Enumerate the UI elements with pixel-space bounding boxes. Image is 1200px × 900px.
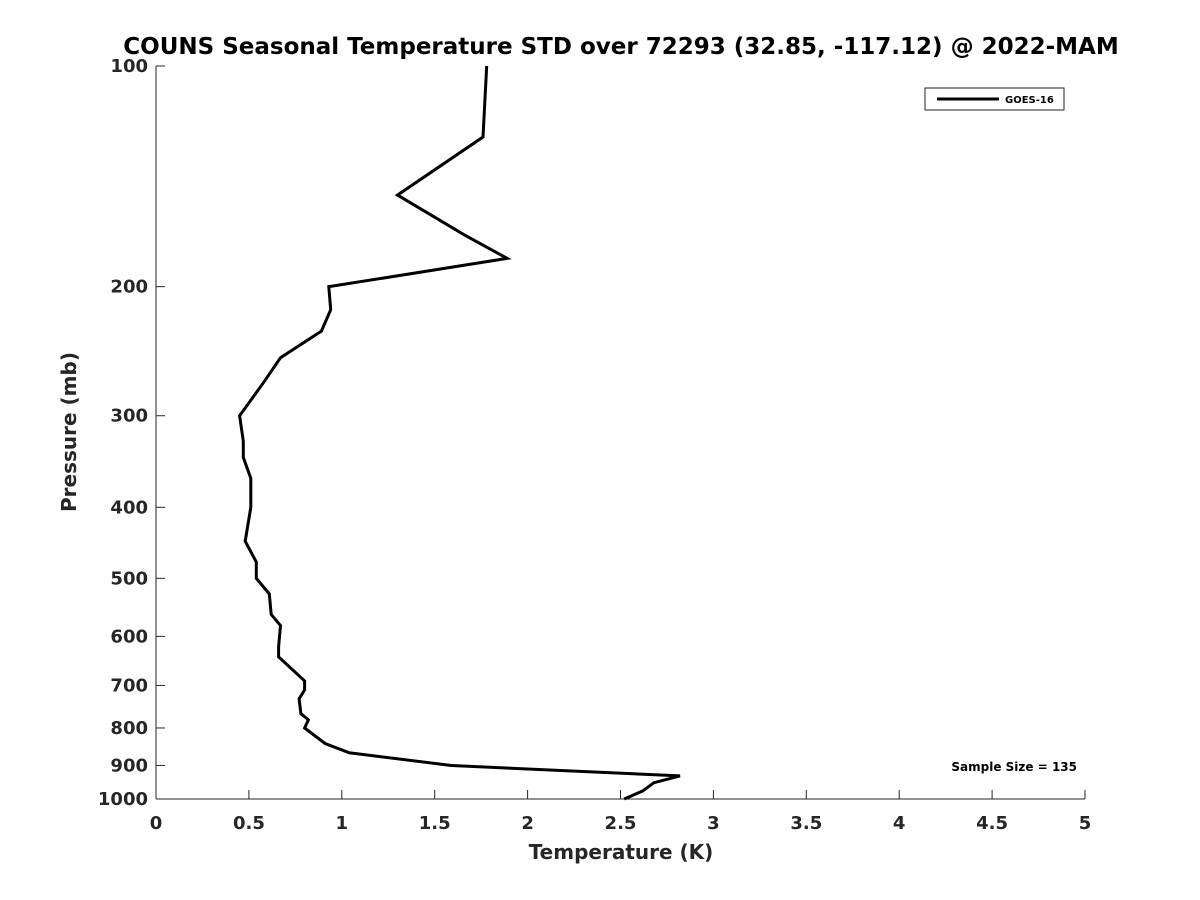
y-tick-label: 900 — [110, 755, 148, 776]
x-tick-label: 0.5 — [233, 813, 265, 834]
x-tick-label: 1.5 — [419, 813, 451, 834]
plot-axes — [155, 66, 1085, 800]
x-tick-label: 1 — [336, 813, 349, 834]
y-tick-label: 200 — [110, 277, 148, 298]
x-tick-label: 3.5 — [790, 813, 822, 834]
x-tick-label: 4 — [893, 813, 906, 834]
y-tick-label: 1000 — [98, 789, 148, 810]
x-tick-label: 0 — [150, 813, 163, 834]
series-line-goes-16 — [238, 65, 681, 801]
y-axis-label: Pressure (mb) — [57, 352, 81, 512]
y-axis-ticks: 100 200 300 400 500 600 700 800 900 1000 — [98, 56, 165, 810]
x-tick-label: 5 — [1079, 813, 1092, 834]
y-tick-label: 800 — [110, 718, 148, 739]
x-tick-label: 4.5 — [976, 813, 1008, 834]
sample-size-annotation: Sample Size = 135 — [951, 760, 1077, 774]
x-axis-ticks: 0 0.5 1 1.5 2 2.5 3 3.5 4 4.5 5 — [150, 790, 1092, 834]
y-tick-label: 100 — [110, 56, 148, 77]
legend-label: GOES-16 — [1005, 95, 1054, 106]
y-tick-label: 700 — [110, 675, 148, 696]
x-tick-label: 3 — [707, 813, 720, 834]
y-tick-label: 300 — [110, 406, 148, 427]
x-axis-label: Temperature (K) — [529, 840, 714, 864]
y-tick-label: 500 — [110, 568, 148, 589]
y-tick-label: 600 — [110, 626, 148, 647]
legend: GOES-16 — [924, 87, 1065, 111]
x-tick-label: 2.5 — [605, 813, 637, 834]
series-layer — [238, 65, 681, 801]
chart-title: COUNS Seasonal Temperature STD over 7229… — [123, 34, 1118, 60]
y-tick-label: 400 — [110, 497, 148, 518]
x-tick-label: 2 — [521, 813, 534, 834]
